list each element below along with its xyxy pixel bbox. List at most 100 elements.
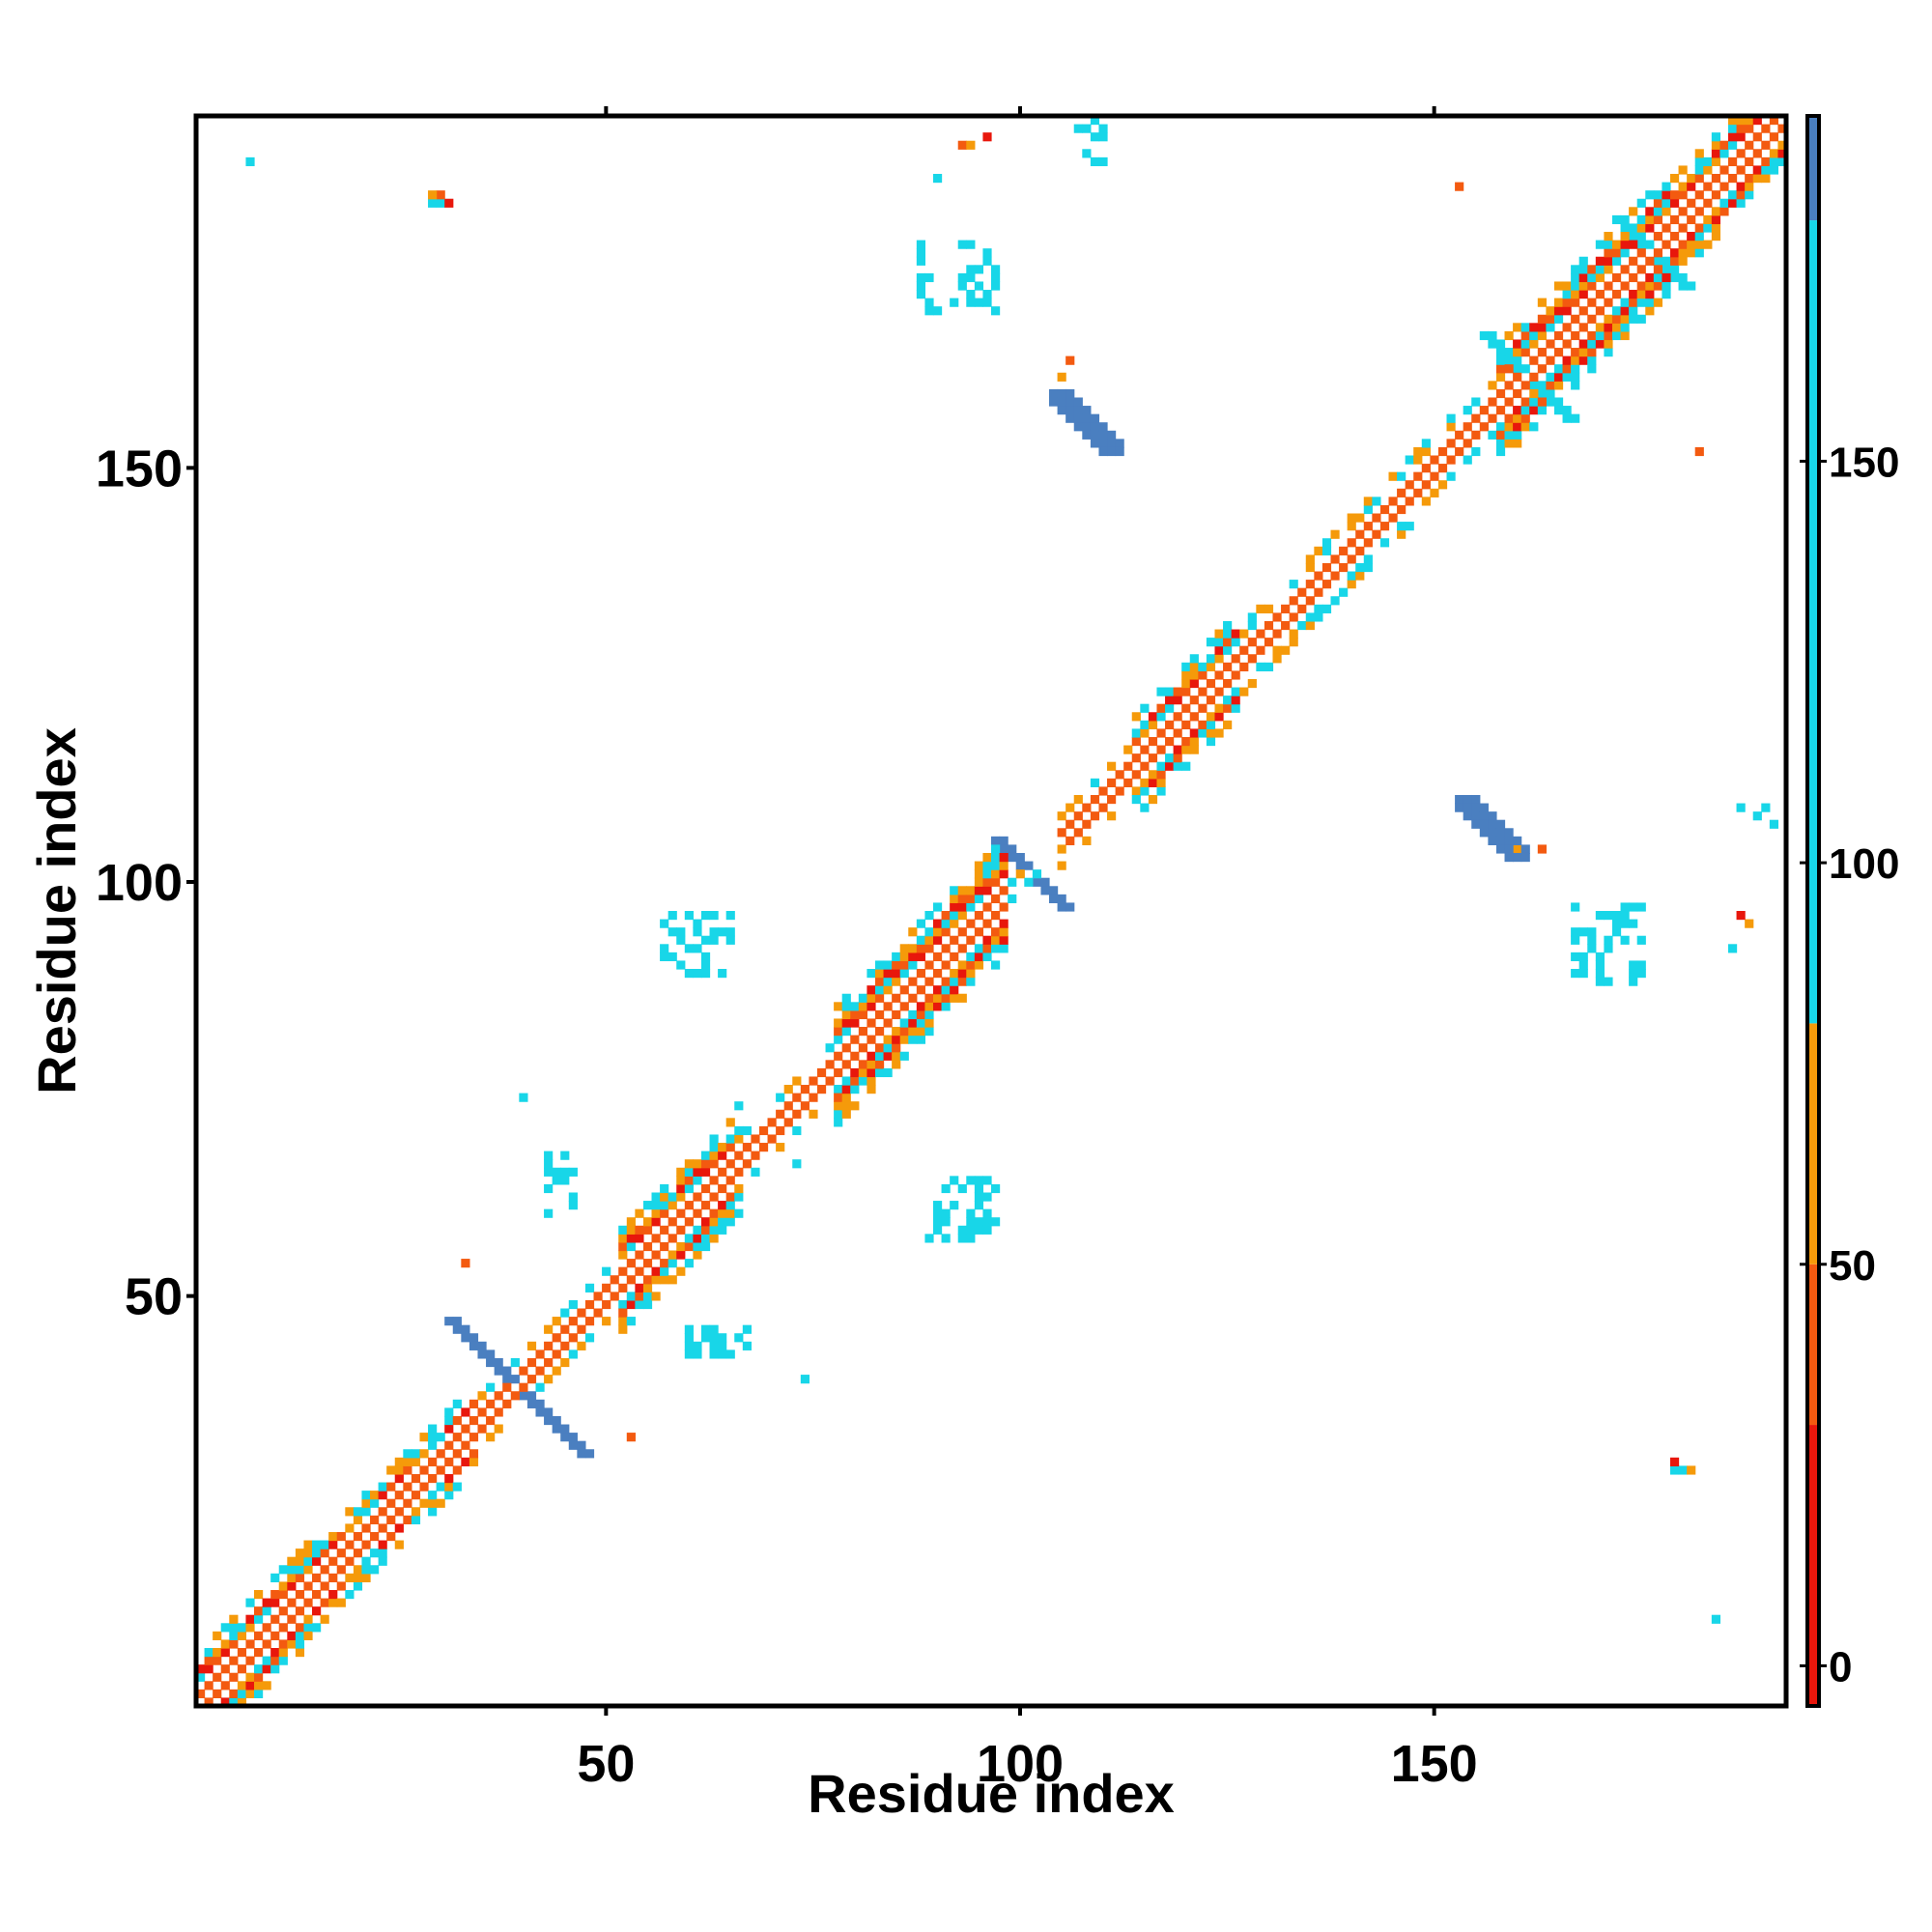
heatmap-cell: [932, 1002, 943, 1011]
heatmap-cell: [1636, 290, 1646, 299]
heatmap-cell: [982, 952, 992, 962]
heatmap-cell: [1057, 844, 1066, 854]
heatmap-cell: [1446, 422, 1456, 432]
heatmap-cell: [510, 1375, 520, 1384]
heatmap-cell: [718, 969, 727, 979]
heatmap-cell: [1752, 132, 1762, 142]
heatmap-cell: [1571, 314, 1580, 324]
heatmap-cell: [1529, 372, 1539, 382]
heatmap-cell: [660, 1266, 669, 1276]
heatmap-cell: [974, 960, 984, 970]
heatmap-cell: [1347, 538, 1356, 548]
heatmap-cell: [1181, 678, 1191, 689]
heatmap-cell: [584, 1333, 595, 1343]
heatmap-cell: [1513, 413, 1522, 423]
heatmap-cell: [461, 1424, 470, 1434]
heatmap-cell: [725, 927, 735, 937]
heatmap-cell: [982, 1217, 992, 1227]
heatmap-cell: [394, 1523, 404, 1533]
heatmap-cell: [1595, 240, 1605, 249]
heatmap-cell: [618, 1250, 628, 1260]
heatmap-cell: [834, 1093, 843, 1102]
heatmap-cell: [577, 1440, 586, 1450]
heatmap-cell: [725, 1118, 735, 1127]
heatmap-cell: [1711, 156, 1721, 167]
heatmap-cell: [270, 1614, 280, 1624]
heatmap-cell: [1777, 149, 1787, 158]
heatmap-cell: [834, 1118, 843, 1127]
heatmap-cell: [883, 985, 893, 995]
heatmap-cell: [991, 935, 1001, 945]
heatmap-cell: [1520, 323, 1530, 332]
heatmap-cell: [1148, 770, 1158, 780]
heatmap-cell: [684, 1176, 694, 1185]
heatmap-cell: [1595, 911, 1605, 921]
heatmap-cell: [858, 1002, 867, 1011]
heatmap-cell: [676, 1241, 686, 1252]
heatmap-cell: [816, 1067, 827, 1078]
heatmap-cell: [1495, 836, 1506, 846]
heatmap-cell: [693, 1176, 702, 1185]
heatmap-cell: [568, 1433, 578, 1442]
heatmap-cell: [1049, 397, 1059, 407]
heatmap-cell: [1015, 852, 1025, 863]
heatmap-cell: [1488, 330, 1497, 341]
heatmap-cell: [1578, 952, 1588, 962]
heatmap-cell: [1587, 944, 1597, 953]
heatmap-cell: [1711, 232, 1721, 242]
heatmap-cell: [867, 1076, 876, 1086]
heatmap-cell: [1504, 364, 1514, 374]
heatmap-cell: [353, 1573, 363, 1582]
heatmap-cell: [1562, 355, 1572, 365]
heatmap-cell: [684, 1241, 694, 1252]
heatmap-cell: [270, 1573, 280, 1582]
heatmap-cell: [1736, 124, 1746, 133]
heatmap-cell: [776, 1143, 785, 1152]
heatmap-cell: [1571, 290, 1580, 299]
heatmap-cell: [982, 902, 992, 912]
heatmap-cell: [270, 1598, 280, 1607]
heatmap-cell: [941, 960, 951, 970]
heatmap-cell: [1131, 753, 1141, 763]
heatmap-cell: [1604, 281, 1613, 291]
heatmap-cell: [1636, 265, 1646, 274]
heatmap-cell: [469, 1433, 479, 1442]
heatmap-cell: [353, 1531, 363, 1542]
heatmap-cell: [295, 1639, 305, 1649]
heatmap-cell: [535, 1382, 545, 1392]
heatmap-cell: [526, 1375, 537, 1384]
heatmap-cell: [957, 969, 967, 979]
heatmap-cell: [1669, 1457, 1680, 1466]
heatmap-cell: [486, 1357, 496, 1368]
heatmap-cell: [1107, 439, 1117, 448]
heatmap-cell: [1745, 919, 1754, 928]
heatmap-cell: [1611, 240, 1622, 249]
colorbar-frame: [1805, 114, 1821, 1708]
heatmap-cell: [1065, 406, 1075, 415]
heatmap-cell: [544, 1208, 554, 1218]
heatmap-cell: [693, 1341, 702, 1350]
heatmap-cell: [635, 1234, 644, 1243]
heatmap-cell: [700, 1324, 711, 1334]
heatmap-cell: [544, 1151, 554, 1160]
heatmap-cell: [709, 1350, 719, 1359]
heatmap-cell: [974, 886, 984, 895]
heatmap-cell: [1115, 446, 1124, 457]
heatmap-cell: [270, 1664, 280, 1674]
heatmap-cell: [1148, 778, 1158, 787]
heatmap-cell: [982, 944, 992, 953]
heatmap-cell: [320, 1540, 329, 1549]
heatmap-cell: [1082, 124, 1092, 133]
heatmap-cell: [378, 1507, 387, 1517]
heatmap-cell: [1008, 852, 1017, 863]
heatmap-cell: [916, 944, 926, 953]
heatmap-cell: [295, 1589, 305, 1600]
heatmap-cell: [924, 977, 934, 986]
heatmap-cell: [932, 1217, 943, 1227]
heatmap-cell: [1562, 281, 1572, 291]
heatmap-cell: [1297, 587, 1307, 597]
heatmap-cell: [700, 1159, 711, 1169]
heatmap-cell: [999, 886, 1009, 895]
heatmap-cell: [312, 1606, 322, 1616]
heatmap-cell: [1629, 960, 1638, 970]
